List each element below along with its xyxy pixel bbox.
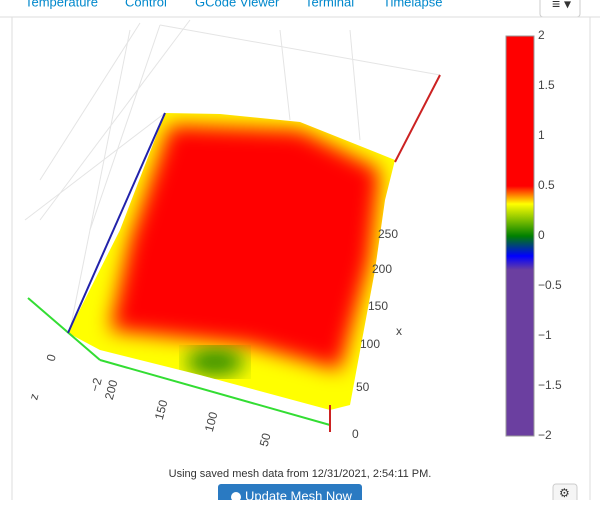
- y-tick-label: 200: [102, 378, 121, 401]
- y-tick-label: 100: [202, 410, 221, 433]
- tab[interactable]: GCode Viewer: [195, 0, 280, 9]
- y-tick-label: 150: [152, 398, 171, 421]
- tab[interactable]: Terminal: [305, 0, 354, 9]
- y-tick-label: 50: [257, 431, 274, 448]
- tab[interactable]: Temperature: [25, 0, 98, 9]
- z-axis-title: z: [26, 392, 41, 401]
- x-tick-label: 250: [378, 227, 398, 241]
- axis-line: [394, 74, 441, 163]
- x-axis-title: x: [396, 324, 402, 338]
- x-tick-label: 150: [368, 299, 388, 313]
- axis-line: [99, 359, 331, 426]
- axis-line: [27, 297, 101, 361]
- tab[interactable]: Control: [125, 0, 167, 9]
- colorbar-tick-label: −1.5: [538, 378, 562, 392]
- update-button-label: Update Mesh Now: [245, 488, 353, 500]
- colorbar-tick-label: 0.5: [538, 178, 555, 192]
- x-tick-label: 200: [372, 262, 392, 276]
- axis-labels: x z 2 1.5 1 0.5 0 −0.5 −1 −1.5 −2 0 50 100 150 200 250…: [26, 28, 562, 448]
- settings-icon: ⚙: [559, 486, 570, 500]
- x-tick-label: 0: [352, 427, 359, 441]
- colorbar: [505, 35, 535, 437]
- tab[interactable]: Timelapse: [383, 0, 442, 9]
- colorbar-tick-label: −2: [538, 428, 552, 442]
- x-tick-label: 50: [356, 380, 370, 394]
- colorbar-tick-label: 2: [538, 28, 545, 42]
- panel: [11, 16, 591, 505]
- tab-bar: Temperature Control GCode Viewer Terminal Ti…: [25, 0, 442, 9]
- axis-line: [67, 112, 166, 334]
- colorbar-tick-label: −1: [538, 328, 552, 342]
- menu-icon: ≡ ▾: [552, 0, 571, 12]
- grid: [24, 19, 441, 331]
- z-tick-label: 0: [44, 352, 59, 362]
- colorbar-tick-label: −0.5: [538, 278, 562, 292]
- x-tick-label: 100: [360, 337, 380, 351]
- colorbar-tick-label: 1: [538, 128, 545, 142]
- colorbar-tick-label: 1.5: [538, 78, 555, 92]
- mesh-surface: [68, 113, 395, 410]
- status-text: Using saved mesh data from 12/31/2021, 2…: [169, 468, 432, 480]
- z-tick-label: −2: [88, 376, 105, 393]
- colorbar-tick-label: 0: [538, 228, 545, 242]
